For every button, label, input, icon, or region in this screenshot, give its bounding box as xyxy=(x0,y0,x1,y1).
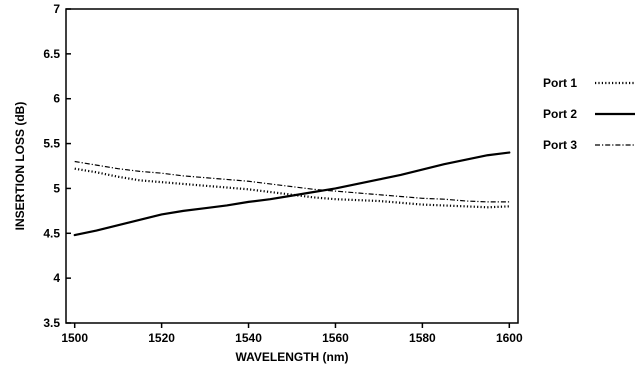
plot-area-frame xyxy=(65,8,519,324)
x-tick-label: 1540 xyxy=(235,331,262,345)
y-tick-label: 4 xyxy=(53,271,60,285)
legend: Port 1 Port 2 Port 3 xyxy=(543,76,635,152)
x-tick-label: 1580 xyxy=(409,331,436,345)
y-tick-label: 5 xyxy=(53,181,60,195)
y-tick-label: 4.5 xyxy=(43,226,60,240)
y-axis-title: INSERTION LOSS (dB) xyxy=(13,102,27,231)
x-tick-label: 1520 xyxy=(148,331,175,345)
y-tick-label: 5.5 xyxy=(43,137,60,151)
x-tick-label: 1600 xyxy=(496,331,523,345)
x-tick-label: 1560 xyxy=(322,331,349,345)
y-tick-label: 3.5 xyxy=(43,316,60,330)
x-tick-label: 1500 xyxy=(61,331,88,345)
y-tick-label: 7 xyxy=(53,2,60,16)
series-port-1-line xyxy=(74,167,510,209)
y-tick-label: 6 xyxy=(53,92,60,106)
legend-label-port-2: Port 2 xyxy=(543,107,577,121)
legend-label-port-3: Port 3 xyxy=(543,138,577,152)
series-port-2-line xyxy=(73,151,511,237)
series-port-3-line xyxy=(74,160,510,203)
y-tick-label: 6.5 xyxy=(43,47,60,61)
legend-label-port-1: Port 1 xyxy=(543,76,577,90)
x-axis-title: WAVELENGTH (nm) xyxy=(235,350,348,364)
